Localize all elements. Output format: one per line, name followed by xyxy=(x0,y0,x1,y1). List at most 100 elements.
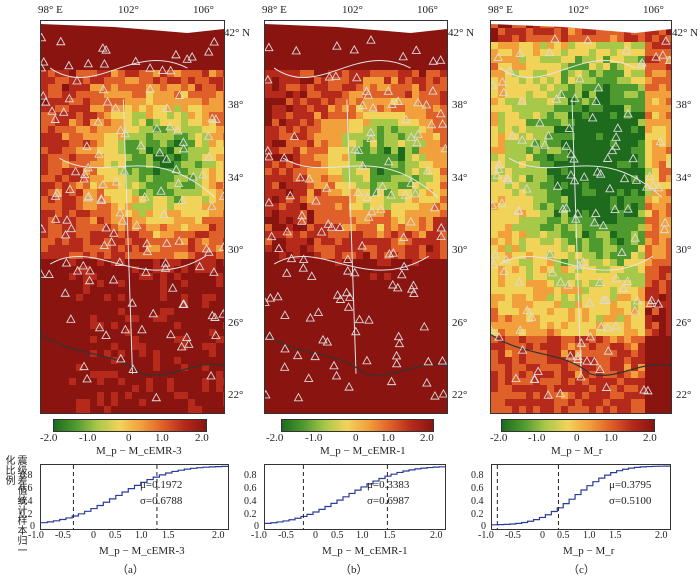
heatmap-cell xyxy=(526,378,533,385)
station-marker xyxy=(362,355,372,365)
heatmap-cell xyxy=(638,399,645,406)
heatmap-cell xyxy=(512,126,519,133)
lat-tick: 38° xyxy=(228,99,244,111)
heatmap-cell xyxy=(76,371,83,378)
heatmap-cell xyxy=(617,301,624,308)
heatmap-cell xyxy=(153,49,160,56)
heatmap-cell xyxy=(526,357,533,364)
heatmap-cell xyxy=(342,35,349,42)
heatmap-cell xyxy=(335,329,342,336)
heatmap-cell xyxy=(342,210,349,217)
heatmap-cell xyxy=(512,224,519,231)
heatmap-cell xyxy=(419,280,426,287)
heatmap-cell xyxy=(76,336,83,343)
heatmap-cell xyxy=(533,140,540,147)
station-marker xyxy=(140,192,150,201)
heatmap-cell xyxy=(223,364,224,371)
station-marker xyxy=(593,82,604,92)
cb-tick: 2.0 xyxy=(195,432,209,444)
heatmap-cell xyxy=(349,84,356,91)
heatmap-cell xyxy=(55,112,62,119)
heatmap-cell xyxy=(265,154,272,161)
heatmap-cell xyxy=(342,168,349,175)
heatmap-cell xyxy=(512,301,519,308)
heatmap-cell xyxy=(391,238,398,245)
heatmap-cell xyxy=(554,203,561,210)
heatmap-cell xyxy=(433,350,440,357)
heatmap-cell xyxy=(342,399,349,406)
station-marker xyxy=(589,356,600,366)
cdf-b xyxy=(264,464,446,530)
heatmap-cell xyxy=(314,273,321,280)
heatmap-cell xyxy=(209,273,216,280)
station-marker xyxy=(154,147,165,157)
heatmap-cell xyxy=(433,259,440,266)
heatmap-cell xyxy=(617,182,624,189)
heatmap-cell xyxy=(363,294,370,301)
heatmap-cell xyxy=(356,119,363,126)
heatmap-cell xyxy=(76,252,83,259)
heatmap-cell xyxy=(132,182,139,189)
heatmap-cell xyxy=(111,315,118,322)
heatmap-cell xyxy=(440,273,447,280)
heatmap-cell xyxy=(195,77,202,84)
heatmap-cell xyxy=(153,329,160,336)
heatmap-cell xyxy=(610,238,617,245)
heatmap-cell xyxy=(391,105,398,112)
heatmap-cell xyxy=(76,273,83,280)
heatmap-a xyxy=(41,21,224,413)
heatmap-cell xyxy=(582,182,589,189)
heatmap-cell xyxy=(582,364,589,371)
heatmap-cell xyxy=(589,210,596,217)
heatmap-cell xyxy=(419,378,426,385)
heatmap-cell xyxy=(631,287,638,294)
heatmap-cell xyxy=(391,329,398,336)
heatmap-cell xyxy=(118,210,125,217)
heatmap-cell xyxy=(398,203,405,210)
heatmap-cell xyxy=(377,168,384,175)
heatmap-cell xyxy=(624,280,631,287)
heatmap-cell xyxy=(104,182,111,189)
station-marker xyxy=(335,294,346,303)
heatmap-cell xyxy=(624,56,631,63)
heatmap-cell xyxy=(90,49,97,56)
heatmap-cell xyxy=(547,301,554,308)
heatmap-cell xyxy=(610,175,617,182)
heatmap-cell xyxy=(41,161,48,168)
heatmap-cell xyxy=(533,168,540,175)
heatmap-cell xyxy=(139,63,146,70)
heatmap-cell xyxy=(300,70,307,77)
heatmap-cell xyxy=(426,217,433,224)
station-marker xyxy=(619,173,630,183)
heatmap-cell xyxy=(426,259,433,266)
heatmap-cell xyxy=(146,35,153,42)
station-marker xyxy=(632,295,643,305)
station-marker xyxy=(266,231,277,241)
heatmap-cell xyxy=(153,280,160,287)
heatmap-cell xyxy=(335,245,342,252)
heatmap-cell xyxy=(547,182,554,189)
heatmap-cell xyxy=(202,287,209,294)
heatmap-cell xyxy=(554,273,561,280)
heatmap-cell xyxy=(440,105,447,112)
heatmap-cell xyxy=(356,287,363,294)
heatmap-cell xyxy=(575,336,582,343)
heatmap-cell xyxy=(286,294,293,301)
heatmap-cell xyxy=(377,175,384,182)
heatmap-cell xyxy=(153,175,160,182)
heatmap-cell xyxy=(617,133,624,140)
heatmap-cell xyxy=(62,406,69,413)
heatmap-cell xyxy=(216,182,223,189)
heatmap-cell xyxy=(90,329,97,336)
heatmap-cell xyxy=(491,112,498,119)
heatmap-cell xyxy=(272,371,279,378)
station-marker xyxy=(661,36,671,45)
heatmap-cell xyxy=(55,392,62,399)
heatmap-cell xyxy=(419,189,426,196)
heatmap-cell xyxy=(41,287,48,294)
heatmap-cell xyxy=(209,161,216,168)
cdf-y-label: 震级差值统计样本归一化比例 xyxy=(3,455,26,555)
cdf-plot-b xyxy=(265,465,446,529)
heatmap-cell xyxy=(631,196,638,203)
heatmap-cell xyxy=(223,371,224,378)
